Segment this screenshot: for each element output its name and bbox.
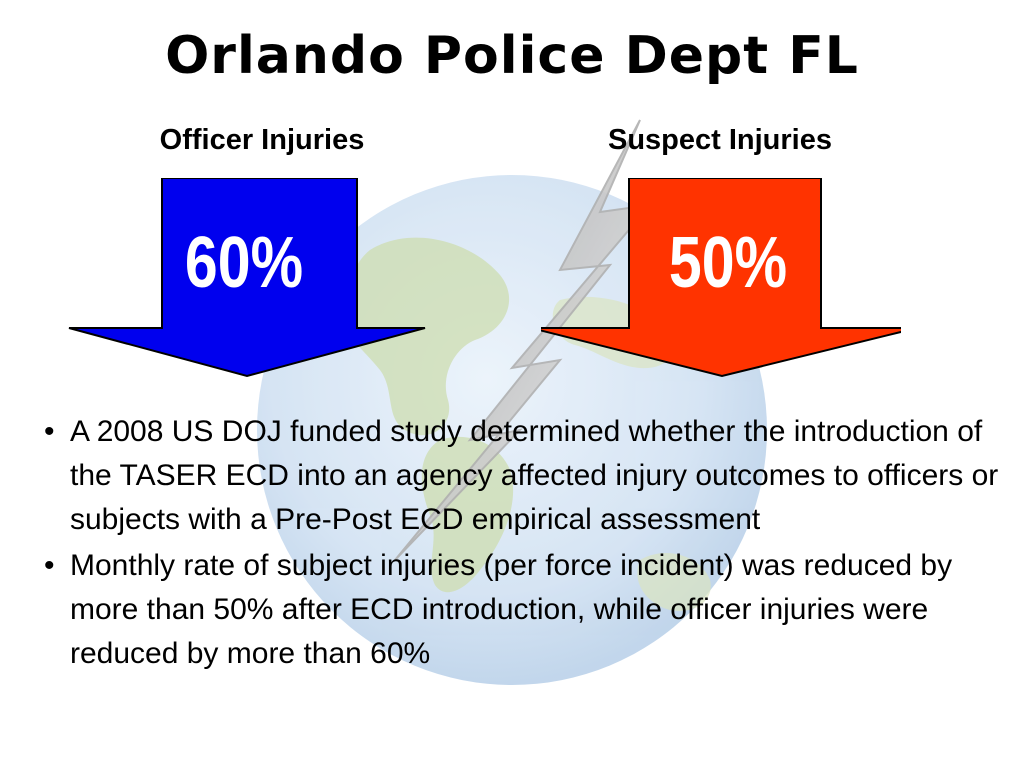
suspect-injuries-value: 50%: [668, 223, 788, 303]
bullet-item: Monthly rate of subject injuries (per fo…: [40, 544, 1010, 676]
officer-injuries-label: Officer Injuries: [159, 124, 365, 156]
slide-title: Orlando Police Dept FL: [165, 26, 859, 86]
suspect-injuries-label: Suspect Injuries: [607, 124, 832, 156]
bullet-item: A 2008 US DOJ funded study determined wh…: [40, 410, 1010, 542]
officer-arrow-shape: [68, 178, 426, 378]
officer-down-arrow-icon: [68, 178, 426, 378]
officer-injuries-value: 60%: [184, 223, 304, 303]
suspect-arrow-shape: [541, 178, 901, 378]
suspect-down-arrow-icon: [541, 178, 901, 378]
bullet-list: A 2008 US DOJ funded study determined wh…: [40, 410, 1010, 678]
